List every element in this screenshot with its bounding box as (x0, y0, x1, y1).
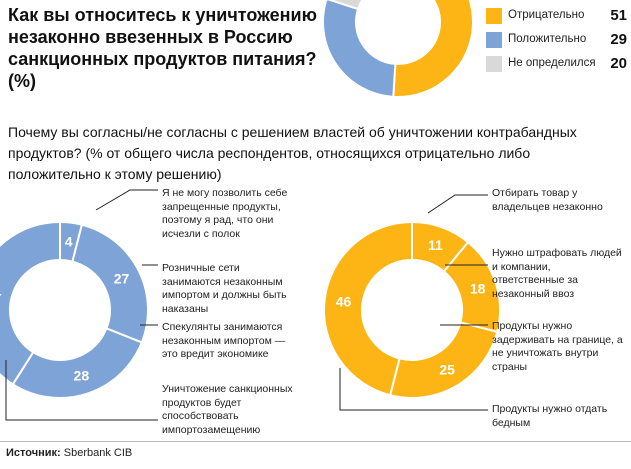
positive-reasons-value-label-1: 4 (65, 234, 73, 250)
legend-item-undecided: Не определился 20 (486, 55, 631, 79)
legend-swatch-positive (486, 32, 502, 48)
attitude-donut-chart (322, 0, 474, 98)
source-label: Источник: (6, 447, 61, 459)
left-reason-3: Спекулянты занимаются незаконным импорто… (162, 321, 286, 360)
positive-reasons-value-label-3: 28 (74, 368, 90, 384)
legend-swatch-negative (486, 8, 502, 24)
footer-divider (0, 441, 631, 442)
positive-reasons-slice-3 (11, 327, 144, 399)
right-reason-1: Отбирать товар у владельцев незаконно (492, 187, 603, 213)
subquestion-text: Почему вы согласны/не согласны с решение… (8, 124, 577, 182)
legend-label-positive: Положительно (508, 33, 587, 45)
source-note: Источник: Sberbank CIB (6, 447, 132, 459)
legend: Отрицательно 51 Положительно 29 Не опред… (486, 7, 631, 79)
attitude-slice-2 (322, 0, 397, 98)
right-reason-4: Продукты нужно отдать бедным (492, 403, 608, 429)
negative-reasons-value-label-2: 18 (470, 281, 486, 297)
leader-line-8 (339, 368, 488, 411)
left-reason-2: Розничные сети занимаются незаконным имп… (162, 262, 287, 315)
legend-label-undecided: Не определился (508, 57, 596, 69)
legend-value-positive: 29 (610, 31, 627, 48)
leader-line-4 (5, 360, 158, 421)
legend-value-negative: 51 (610, 7, 627, 24)
positive-reasons-slice-2 (71, 223, 149, 344)
legend-item-negative: Отрицательно 51 (486, 7, 631, 31)
left-reason-4: Уничтожение санкционных продуктов будет … (162, 383, 293, 436)
legend-label-negative: Отрицательно (508, 9, 585, 21)
negative-reasons-donut-chart: 11 18 25 46 (323, 220, 501, 399)
legend-swatch-undecided (486, 56, 502, 72)
source-value: Sberbank CIB (63, 447, 133, 459)
right-reason-3: Продукты нужно задерживать на границе, а… (492, 320, 623, 373)
negative-reasons-value-label-4: 46 (336, 293, 352, 309)
chart-title: Как вы относитесь к уничтожению незаконн… (8, 5, 317, 91)
left-reason-1: Я не могу позволить себе запрещенные про… (162, 187, 288, 240)
legend-item-positive: Положительно 29 (486, 31, 631, 55)
right-reason-2: Нужно штрафовать людей и компании, ответ… (492, 247, 622, 300)
positive-reasons-value-label-4: 41 (0, 283, 2, 299)
positive-reasons-slice-4 (0, 220, 61, 386)
negative-reasons-value-label-1: 11 (428, 237, 443, 253)
negative-reasons-slice-4 (323, 220, 413, 397)
leader-line-1 (95, 189, 158, 211)
legend-value-undecided: 20 (610, 55, 627, 72)
attitude-slice-3 (327, 0, 364, 11)
positive-reasons-donut-chart: 4 27 28 41 (0, 220, 149, 399)
leader-line-5 (427, 194, 488, 214)
positive-reasons-value-label-2: 27 (114, 271, 130, 287)
negative-reasons-value-label-3: 25 (439, 361, 455, 377)
attitude-slice-1 (392, 0, 474, 98)
